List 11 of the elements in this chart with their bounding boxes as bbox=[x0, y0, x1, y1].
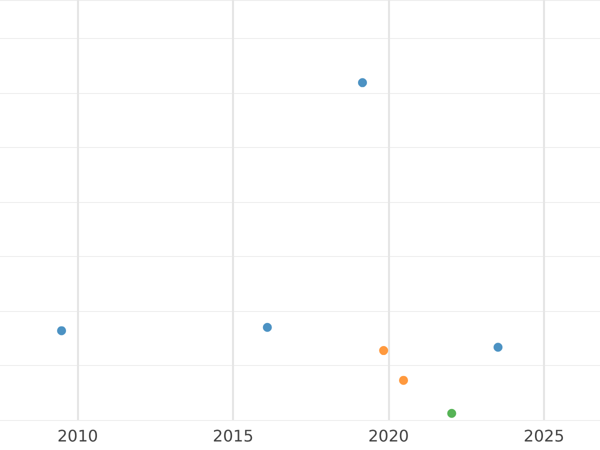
x-tick-label: 2025 bbox=[524, 426, 564, 446]
point bbox=[57, 326, 66, 336]
point bbox=[262, 322, 272, 332]
x-tick-label: 2015 bbox=[212, 426, 254, 446]
point bbox=[494, 342, 503, 352]
x-tick-label: 2010 bbox=[57, 426, 98, 446]
point bbox=[379, 346, 388, 356]
point bbox=[358, 78, 367, 88]
point bbox=[447, 408, 456, 418]
x-tick-label: 2020 bbox=[368, 426, 409, 446]
point bbox=[399, 376, 408, 385]
